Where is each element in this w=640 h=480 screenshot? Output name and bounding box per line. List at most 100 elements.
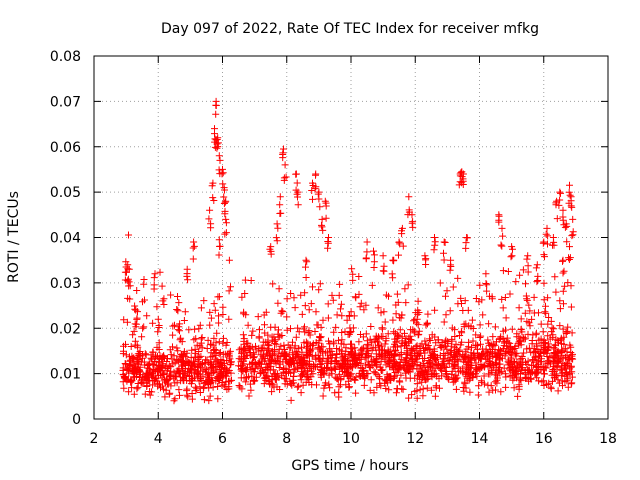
data-point	[526, 307, 534, 315]
data-point	[269, 381, 277, 389]
data-point	[345, 383, 353, 391]
data-point	[306, 365, 314, 373]
data-point	[540, 349, 548, 356]
data-point	[129, 331, 137, 339]
data-point	[152, 353, 160, 361]
data-point	[393, 290, 401, 298]
data-point	[392, 343, 400, 351]
data-point	[507, 354, 515, 362]
data-point	[197, 339, 205, 347]
x-tick-label: 8	[282, 431, 291, 447]
data-point	[343, 372, 351, 380]
data-point	[343, 316, 351, 324]
data-point	[239, 331, 247, 339]
data-point	[521, 309, 529, 317]
data-point	[552, 362, 560, 370]
x-tick-label: 12	[406, 431, 424, 447]
data-point	[134, 350, 142, 358]
data-point	[385, 373, 393, 381]
data-point	[461, 348, 469, 356]
data-point	[499, 304, 507, 312]
data-point	[175, 368, 183, 376]
data-point	[411, 315, 419, 323]
data-point	[560, 267, 568, 275]
data-point	[489, 386, 497, 394]
data-point	[452, 385, 460, 393]
data-point	[430, 246, 438, 254]
y-tick-labels: 0 0.01 0.02 0.03 0.04 0.05 0.06 0.07 0.08	[50, 49, 81, 428]
data-point	[222, 229, 230, 237]
data-point	[160, 371, 168, 379]
data-point	[427, 370, 435, 378]
data-point	[544, 232, 552, 240]
data-point	[309, 195, 316, 203]
data-point	[297, 376, 305, 384]
data-point	[568, 329, 576, 337]
data-point	[287, 369, 295, 377]
data-point	[329, 296, 337, 304]
data-point	[464, 366, 472, 373]
data-point	[563, 222, 571, 230]
data-point	[414, 306, 422, 314]
data-point	[389, 316, 397, 324]
data-point	[328, 357, 336, 365]
data-point	[246, 349, 254, 356]
data-point	[542, 230, 550, 238]
data-point	[558, 347, 566, 355]
data-point	[155, 346, 163, 353]
data-point	[519, 358, 527, 366]
data-point	[127, 378, 135, 386]
data-point	[408, 391, 416, 399]
data-point	[510, 374, 518, 382]
data-point	[407, 347, 415, 355]
data-point	[368, 339, 376, 347]
data-point	[305, 306, 313, 314]
data-point	[183, 387, 191, 395]
data-point	[185, 326, 193, 334]
data-point	[398, 230, 406, 238]
data-point	[294, 365, 301, 373]
data-point	[484, 370, 492, 378]
data-point	[327, 365, 335, 373]
data-point	[540, 279, 548, 287]
data-point	[136, 366, 143, 374]
data-point	[405, 394, 413, 402]
data-point	[382, 334, 390, 342]
data-point	[566, 181, 573, 189]
data-point	[295, 355, 303, 363]
data-point	[414, 349, 422, 357]
data-point	[220, 334, 227, 342]
data-point	[542, 364, 550, 372]
data-point	[302, 361, 310, 369]
data-point	[517, 315, 525, 323]
data-point	[461, 297, 469, 305]
data-point	[527, 375, 535, 383]
data-point	[126, 295, 134, 303]
data-point	[301, 323, 308, 331]
data-point	[219, 180, 227, 188]
data-point	[264, 372, 272, 380]
data-point	[568, 373, 576, 381]
data-point	[405, 363, 413, 371]
data-point	[312, 183, 320, 191]
data-point	[312, 171, 319, 179]
data-point	[503, 334, 511, 342]
data-point	[173, 344, 181, 352]
data-point	[213, 363, 221, 371]
data-point	[565, 256, 573, 263]
data-point	[526, 322, 534, 330]
data-point	[444, 357, 452, 365]
data-point	[248, 360, 256, 368]
data-point	[212, 101, 220, 109]
data-point	[431, 333, 439, 341]
data-point	[537, 335, 545, 343]
data-point	[396, 240, 404, 248]
data-point	[168, 355, 176, 363]
data-point	[524, 262, 532, 270]
data-point	[498, 295, 506, 303]
data-point	[373, 362, 381, 370]
data-point	[308, 187, 316, 194]
data-point	[236, 383, 244, 391]
data-point	[541, 308, 549, 316]
data-point	[497, 241, 505, 249]
